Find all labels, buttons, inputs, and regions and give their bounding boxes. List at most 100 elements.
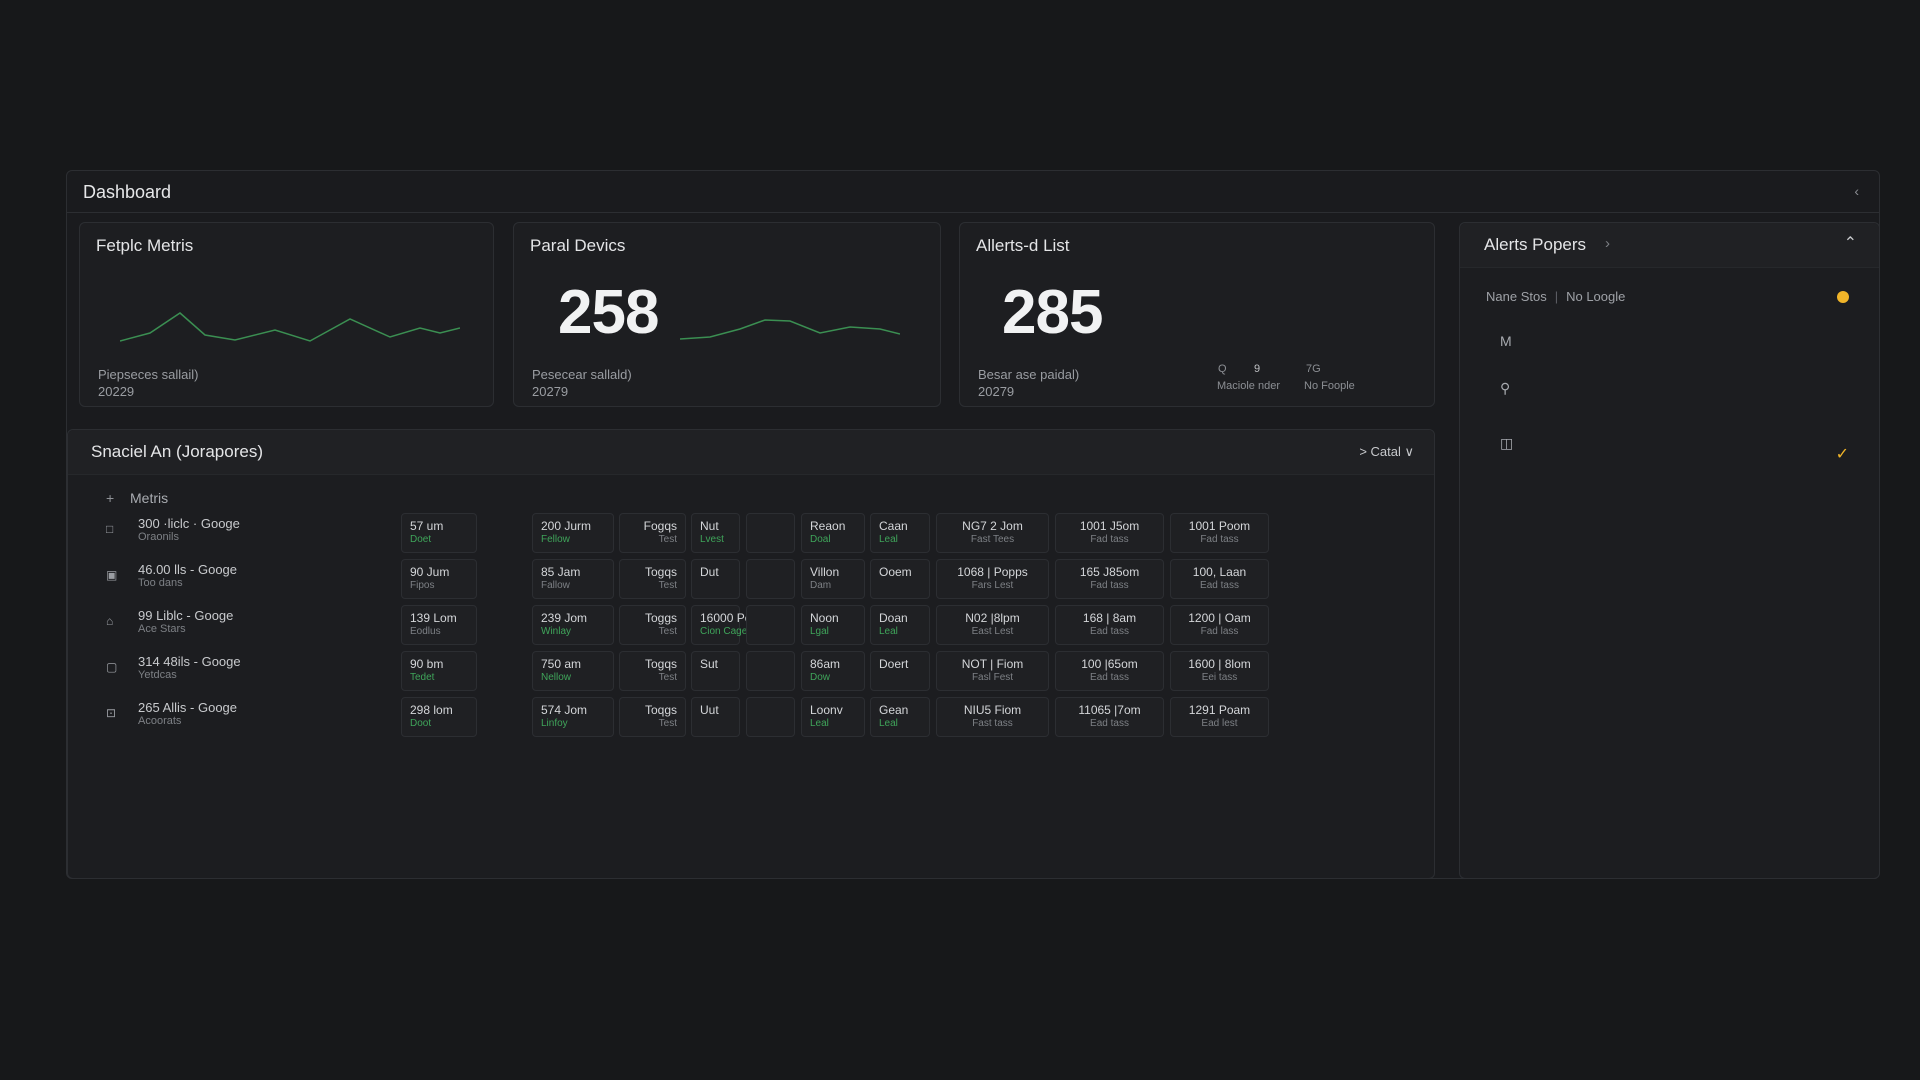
- lock-icon[interactable]: ⌂: [106, 614, 114, 628]
- table-cell[interactable]: [746, 651, 795, 691]
- table-cell[interactable]: NOT | Fiom Fasl Fest: [936, 651, 1049, 691]
- table-cell[interactable]: [746, 697, 795, 737]
- table-cell[interactable]: 1001 J5om Fad tass: [1055, 513, 1164, 553]
- table-cell[interactable]: NG7 2 Jom Fast Tees: [936, 513, 1049, 553]
- cell-value: 100 |65om: [1081, 657, 1138, 671]
- table-cell[interactable]: 574 Jom Linfoy: [532, 697, 614, 737]
- card-sub-value: 20229: [98, 384, 135, 399]
- table-cell[interactable]: 200 Jurm Fellow: [532, 513, 614, 553]
- table-cell[interactable]: 168 | 8am Ead tass: [1055, 605, 1164, 645]
- cell-status: Fast Tees: [970, 534, 1015, 545]
- chart-icon[interactable]: ◫: [1500, 435, 1514, 451]
- table-cell[interactable]: [746, 605, 795, 645]
- cell-value: Togqs: [644, 565, 677, 579]
- plus-icon[interactable]: +: [106, 490, 115, 506]
- table-row[interactable]: □ 300 ·liclc · Googe Oraonils 57 um Doet 200 …: [68, 513, 1434, 555]
- table-cell[interactable]: 1068 | Popps Fars Lest: [936, 559, 1049, 599]
- table-cell[interactable]: 90 Jum Fipos: [401, 559, 477, 599]
- table-cell[interactable]: Toqgs Test: [619, 697, 686, 737]
- square-icon[interactable]: □: [106, 522, 114, 536]
- cell-status: Doet: [410, 534, 432, 545]
- table-cell[interactable]: Uut: [691, 697, 740, 737]
- table-cell[interactable]: Togqs Test: [619, 651, 686, 691]
- table-cell[interactable]: Ooem: [870, 559, 930, 599]
- card-title: Allerts-d List: [976, 236, 1070, 255]
- table-cell[interactable]: Fogqs Test: [619, 513, 686, 553]
- cell-status: Test: [658, 626, 677, 637]
- table-cell[interactable]: 100 |65om Ead tass: [1055, 651, 1164, 691]
- card-title: Fetplc Metris: [96, 236, 194, 255]
- table-cell[interactable]: 239 Jom Winlay: [532, 605, 614, 645]
- table-cell[interactable]: 11065 |7om Ead tass: [1055, 697, 1164, 737]
- cell-value: 1200 | Oam: [1188, 611, 1251, 625]
- cell-status: Eodlus: [410, 626, 441, 637]
- cell-status: Lgal: [810, 626, 829, 637]
- table-cell[interactable]: 1600 | 8lom Eei tass: [1170, 651, 1269, 691]
- bag-icon[interactable]: ⊡: [106, 706, 117, 720]
- table-cell[interactable]: 165 J85om Fad tass: [1055, 559, 1164, 599]
- chevron-up-icon[interactable]: ⌃: [1843, 235, 1857, 252]
- cell-value: Villon: [810, 565, 840, 579]
- cell-value: 1001 Poom: [1188, 519, 1251, 533]
- table-row[interactable]: ▣ 46.00 lls - Googe Too dans 90 Jum Fipos 85 …: [68, 559, 1434, 601]
- table-cell[interactable]: 298 lom Doot: [401, 697, 477, 737]
- cell-status: Winlay: [541, 626, 572, 637]
- table-cell[interactable]: Nut Lvest: [691, 513, 740, 553]
- m-icon[interactable]: M: [1500, 333, 1512, 349]
- table-cell[interactable]: 750 am Nellow: [532, 651, 614, 691]
- table-cell[interactable]: 16000 Poom Cion Caget: [691, 605, 768, 645]
- cell-value: 139 Lom: [410, 611, 457, 625]
- table-cell[interactable]: 90 bm Tedet: [401, 651, 477, 691]
- table-cell[interactable]: 57 um Doet: [401, 513, 477, 553]
- calendar-icon[interactable]: ▣: [106, 568, 118, 582]
- row-subtitle: Too dans: [138, 577, 183, 589]
- table-cell[interactable]: 139 Lom Eodlus: [401, 605, 477, 645]
- table-cell[interactable]: Doert: [870, 651, 930, 691]
- devices-card[interactable]: Paral Devics 258 Pesecear sallald) 20279: [513, 222, 941, 407]
- table-row[interactable]: ⌂ 99 Liblc - Googe Ace Stars 139 Lom Eodlus 2…: [68, 605, 1434, 647]
- alerts-panel-title[interactable]: Alerts Popers: [1484, 235, 1587, 254]
- cell-status: Ead tass: [1200, 580, 1239, 591]
- mini-count-2: 7G: [1306, 363, 1321, 375]
- table-cell[interactable]: 100, Laan Ead tass: [1170, 559, 1269, 599]
- alerts-card[interactable]: Allerts-d List 285 Besar ase paidal) 202…: [959, 222, 1435, 407]
- cell-value: Togqs: [644, 657, 677, 671]
- table-row[interactable]: ⊡ 265 Allis - Googe Acoorats 298 lom Doot 574…: [68, 697, 1434, 739]
- table-cell[interactable]: Noon Lgal: [801, 605, 865, 645]
- table-cell[interactable]: Sut: [691, 651, 740, 691]
- metrics-add[interactable]: + Metris: [106, 490, 168, 506]
- table-cell[interactable]: N02 |8lpm East Lest: [936, 605, 1049, 645]
- catalog-dropdown[interactable]: > Catal ∨: [1359, 444, 1414, 459]
- table-cell[interactable]: Toggs Test: [619, 605, 686, 645]
- table-cell[interactable]: Doan Leal: [870, 605, 930, 645]
- table-cell[interactable]: 1200 | Oam Fad lass: [1170, 605, 1269, 645]
- table-cell[interactable]: Caan Leal: [870, 513, 930, 553]
- table-cell[interactable]: Gean Leal: [870, 697, 930, 737]
- table-cell[interactable]: Villon Dam: [801, 559, 865, 599]
- cell-status: Fast tass: [972, 718, 1013, 729]
- table-cell[interactable]: Dut: [691, 559, 740, 599]
- cell-status: Fad tass: [1200, 534, 1239, 545]
- chevron-right-icon[interactable]: ›: [1605, 235, 1610, 252]
- cell-value: 57 um: [410, 519, 444, 533]
- devices-count: 258: [558, 278, 659, 347]
- table-cell[interactable]: Reaon Doal: [801, 513, 865, 553]
- cell-status: Leal: [879, 626, 898, 637]
- metrics-card[interactable]: Fetplc Metris Piepseces sallail) 20229: [79, 222, 494, 407]
- cell-status: Ead tass: [1090, 672, 1129, 683]
- table-cell[interactable]: 1291 Poam Ead lest: [1170, 697, 1269, 737]
- table-cell[interactable]: NIU5 Fiom Fast tass: [936, 697, 1049, 737]
- cell-value: N02 |8lpm: [965, 611, 1020, 625]
- chevron-left-icon[interactable]: ‹: [1854, 183, 1859, 199]
- table-cell[interactable]: 1001 Poom Fad tass: [1170, 513, 1269, 553]
- table-cell[interactable]: 86am Dow: [801, 651, 865, 691]
- link-icon[interactable]: ⚲: [1500, 380, 1511, 396]
- alerts-filter[interactable]: Nane Stos | No Loogle: [1486, 289, 1625, 304]
- table-cell[interactable]: [746, 559, 795, 599]
- table-row[interactable]: ▢ 314 48ils - Googe Yetdcas 90 bm Tedet 750 a…: [68, 651, 1434, 693]
- table-cell[interactable]: Togqs Test: [619, 559, 686, 599]
- table-cell[interactable]: 85 Jam Fallow: [532, 559, 614, 599]
- image-icon[interactable]: ▢: [106, 660, 118, 674]
- table-cell[interactable]: [746, 513, 795, 553]
- table-cell[interactable]: Loonv Leal: [801, 697, 865, 737]
